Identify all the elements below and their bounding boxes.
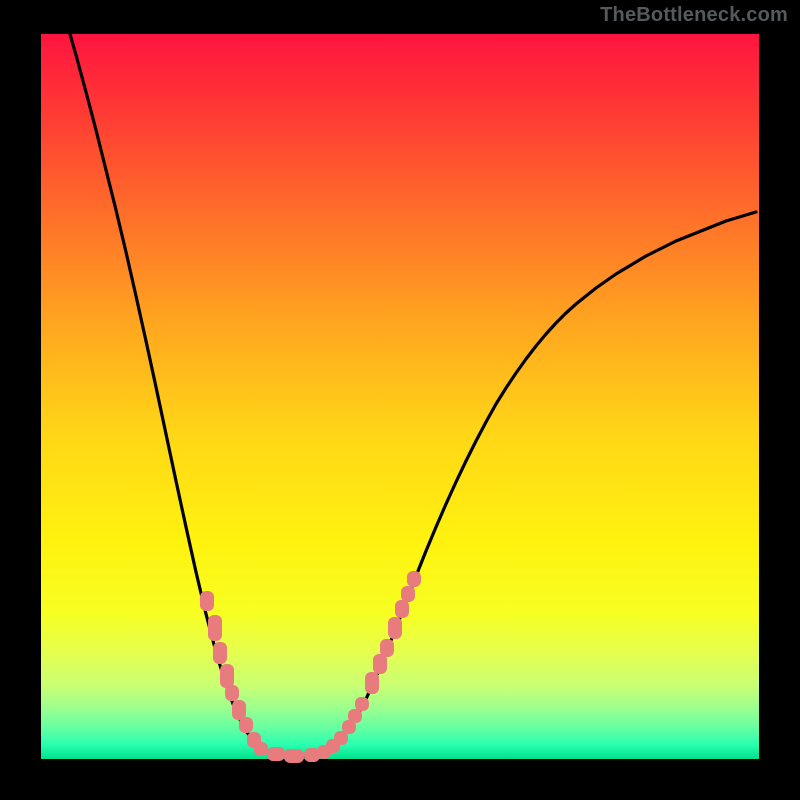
curve-marker [401, 586, 415, 602]
curve-marker [380, 639, 394, 657]
curve-marker [365, 672, 379, 694]
curve-marker [355, 697, 369, 711]
bottleneck-chart [0, 0, 800, 800]
curve-marker [407, 571, 421, 587]
curve-marker [232, 700, 246, 720]
curve-marker [267, 747, 285, 761]
curve-marker [395, 600, 409, 618]
curve-marker [348, 709, 362, 723]
curve-marker [208, 615, 222, 641]
curve-marker [200, 591, 214, 611]
curve-marker [225, 685, 239, 701]
curve-marker [284, 749, 304, 763]
curve-marker [220, 664, 234, 688]
watermark-text: TheBottleneck.com [600, 4, 788, 27]
chart-container: TheBottleneck.com [0, 0, 800, 800]
curve-marker [373, 654, 387, 674]
curve-marker [239, 717, 253, 733]
curve-marker [213, 642, 227, 664]
curve-marker [388, 617, 402, 639]
plot-gradient-background [41, 34, 759, 759]
curve-marker [254, 742, 268, 756]
